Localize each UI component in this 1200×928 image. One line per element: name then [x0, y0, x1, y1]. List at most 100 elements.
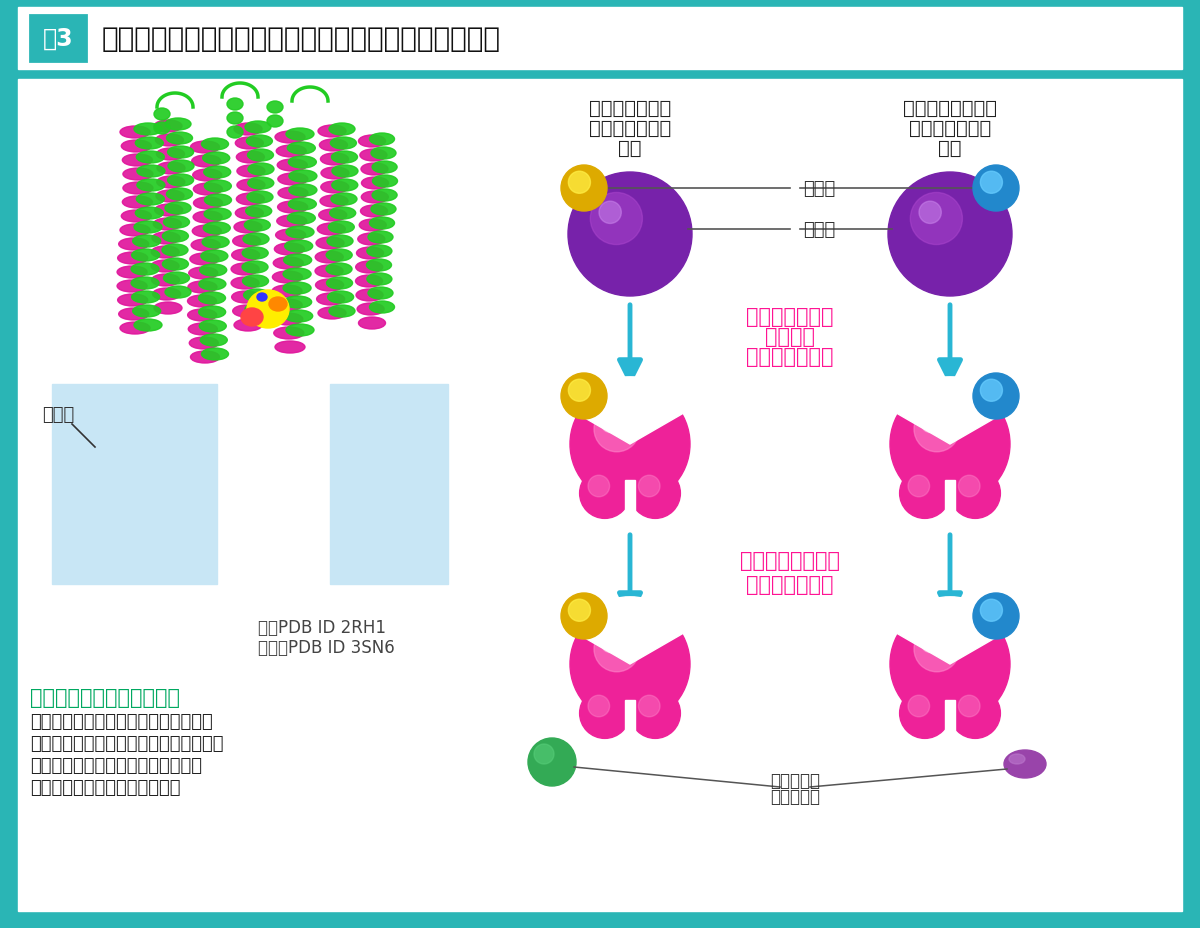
Ellipse shape — [241, 309, 263, 327]
Ellipse shape — [247, 290, 289, 329]
Ellipse shape — [137, 180, 164, 192]
Circle shape — [580, 469, 630, 519]
Ellipse shape — [269, 298, 287, 312]
Circle shape — [570, 384, 690, 505]
Ellipse shape — [192, 226, 221, 238]
Text: シグナルが出る: シグナルが出る — [908, 119, 991, 137]
Ellipse shape — [202, 237, 229, 249]
Ellipse shape — [287, 143, 316, 155]
Circle shape — [588, 695, 610, 717]
Bar — [18, 80, 1182, 911]
Ellipse shape — [122, 155, 152, 167]
Ellipse shape — [236, 180, 265, 192]
Ellipse shape — [199, 321, 227, 332]
Ellipse shape — [277, 216, 307, 227]
Ellipse shape — [192, 156, 221, 168]
Circle shape — [980, 599, 1002, 622]
Ellipse shape — [319, 140, 347, 152]
Ellipse shape — [242, 276, 269, 288]
Text: 化合物の結合で: 化合物の結合で — [746, 306, 834, 327]
Ellipse shape — [331, 152, 358, 164]
Ellipse shape — [134, 123, 162, 135]
Ellipse shape — [154, 122, 170, 135]
Ellipse shape — [193, 184, 222, 196]
Ellipse shape — [151, 275, 180, 287]
Ellipse shape — [372, 175, 397, 187]
Ellipse shape — [283, 254, 312, 266]
Ellipse shape — [1004, 750, 1046, 779]
Bar — [30, 16, 86, 62]
Ellipse shape — [274, 328, 304, 340]
Ellipse shape — [168, 147, 193, 159]
Ellipse shape — [355, 262, 383, 274]
Ellipse shape — [227, 127, 242, 139]
Ellipse shape — [317, 224, 346, 236]
Ellipse shape — [156, 148, 185, 161]
Ellipse shape — [370, 218, 395, 230]
Ellipse shape — [289, 185, 317, 197]
Ellipse shape — [359, 317, 385, 329]
Circle shape — [630, 689, 680, 739]
Ellipse shape — [232, 264, 259, 276]
Ellipse shape — [284, 311, 313, 323]
Wedge shape — [892, 378, 1008, 445]
Circle shape — [919, 202, 941, 225]
Circle shape — [908, 476, 930, 497]
Ellipse shape — [234, 319, 262, 331]
Text: 化合物: 化合物 — [803, 180, 835, 198]
Circle shape — [594, 626, 640, 672]
Ellipse shape — [118, 266, 148, 278]
Ellipse shape — [329, 305, 355, 317]
Circle shape — [528, 738, 576, 786]
Circle shape — [570, 604, 690, 724]
Circle shape — [980, 380, 1002, 402]
Ellipse shape — [361, 178, 389, 190]
Ellipse shape — [372, 190, 397, 201]
Circle shape — [562, 166, 607, 212]
Ellipse shape — [275, 342, 305, 354]
Ellipse shape — [244, 290, 270, 302]
Ellipse shape — [166, 119, 191, 131]
Ellipse shape — [202, 349, 228, 361]
Ellipse shape — [370, 302, 395, 314]
Ellipse shape — [119, 309, 149, 321]
Ellipse shape — [245, 303, 271, 316]
Circle shape — [562, 593, 607, 639]
Ellipse shape — [232, 250, 259, 262]
Ellipse shape — [328, 236, 353, 248]
Ellipse shape — [257, 293, 266, 302]
Ellipse shape — [162, 259, 188, 271]
Wedge shape — [572, 597, 688, 664]
Ellipse shape — [326, 264, 352, 276]
Ellipse shape — [198, 292, 226, 304]
Circle shape — [914, 406, 960, 452]
Circle shape — [601, 634, 620, 653]
Ellipse shape — [356, 290, 383, 302]
Ellipse shape — [187, 296, 216, 308]
Circle shape — [588, 476, 610, 497]
Ellipse shape — [121, 141, 151, 153]
Text: シグナルを: シグナルを — [770, 771, 820, 789]
Ellipse shape — [236, 194, 264, 206]
Circle shape — [922, 414, 941, 433]
Ellipse shape — [355, 276, 383, 288]
Wedge shape — [572, 378, 688, 445]
Ellipse shape — [232, 277, 259, 290]
Ellipse shape — [132, 250, 160, 262]
Ellipse shape — [246, 135, 272, 148]
Text: アドレナリン受容体の構造と、シグナルの出方の違い: アドレナリン受容体の構造と、シグナルの出方の違い — [102, 25, 502, 53]
Ellipse shape — [168, 161, 194, 173]
Circle shape — [630, 469, 680, 519]
Ellipse shape — [136, 208, 163, 220]
Ellipse shape — [276, 146, 306, 158]
Text: 赤紫：PDB ID 3SN6: 赤紫：PDB ID 3SN6 — [258, 638, 395, 656]
Circle shape — [569, 380, 590, 402]
Text: 何も化合物が結合していないときの構: 何も化合物が結合していないときの構 — [30, 712, 212, 730]
Ellipse shape — [152, 233, 180, 245]
Ellipse shape — [317, 293, 344, 305]
Ellipse shape — [200, 335, 227, 347]
Ellipse shape — [190, 338, 218, 350]
Ellipse shape — [320, 168, 349, 180]
Bar — [946, 701, 955, 740]
Ellipse shape — [162, 231, 188, 243]
